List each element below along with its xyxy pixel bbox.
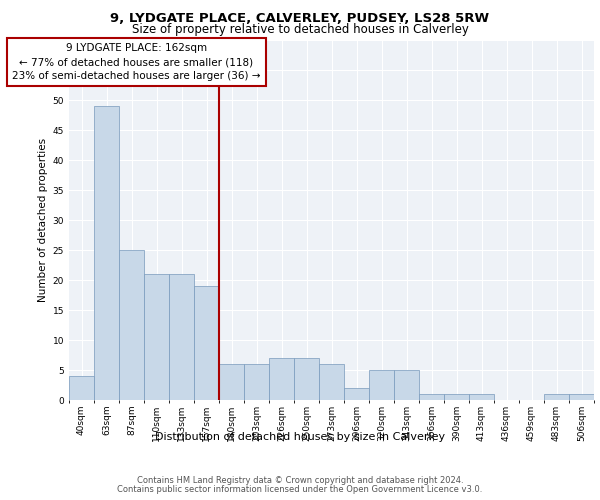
Bar [419, 394, 444, 400]
Text: 9, LYDGATE PLACE, CALVERLEY, PUDSEY, LS28 5RW: 9, LYDGATE PLACE, CALVERLEY, PUDSEY, LS2… [110, 12, 490, 26]
Bar [144, 274, 169, 400]
Text: Size of property relative to detached houses in Calverley: Size of property relative to detached ho… [131, 22, 469, 36]
Bar [94, 106, 119, 400]
Bar [269, 358, 294, 400]
Text: Contains HM Land Registry data © Crown copyright and database right 2024.: Contains HM Land Registry data © Crown c… [137, 476, 463, 485]
Bar [319, 364, 344, 400]
Bar [469, 394, 494, 400]
Bar [169, 274, 194, 400]
Bar [444, 394, 469, 400]
Y-axis label: Number of detached properties: Number of detached properties [38, 138, 49, 302]
Text: 9 LYDGATE PLACE: 162sqm
← 77% of detached houses are smaller (118)
23% of semi-d: 9 LYDGATE PLACE: 162sqm ← 77% of detache… [12, 43, 261, 81]
Bar [294, 358, 319, 400]
Bar [344, 388, 369, 400]
Text: Contains public sector information licensed under the Open Government Licence v3: Contains public sector information licen… [118, 485, 482, 494]
Text: Distribution of detached houses by size in Calverley: Distribution of detached houses by size … [155, 432, 445, 442]
Bar [569, 394, 594, 400]
Bar [544, 394, 569, 400]
Bar [244, 364, 269, 400]
Bar [194, 286, 219, 400]
Bar [369, 370, 394, 400]
Bar [69, 376, 94, 400]
Bar [119, 250, 144, 400]
Bar [394, 370, 419, 400]
Bar [219, 364, 244, 400]
